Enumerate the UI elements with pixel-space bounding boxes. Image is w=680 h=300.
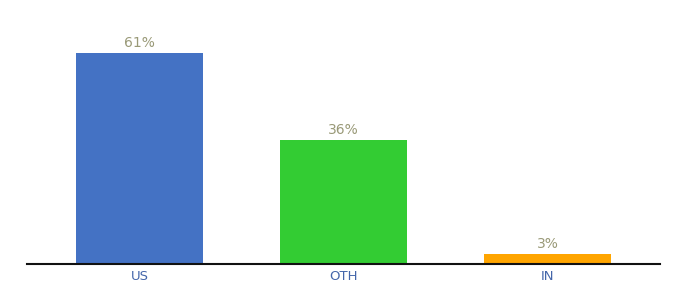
Bar: [484, 254, 611, 264]
Text: 36%: 36%: [328, 123, 359, 137]
Bar: [280, 140, 407, 264]
Text: 61%: 61%: [124, 36, 155, 50]
Text: 3%: 3%: [537, 237, 558, 251]
Bar: [76, 53, 203, 264]
